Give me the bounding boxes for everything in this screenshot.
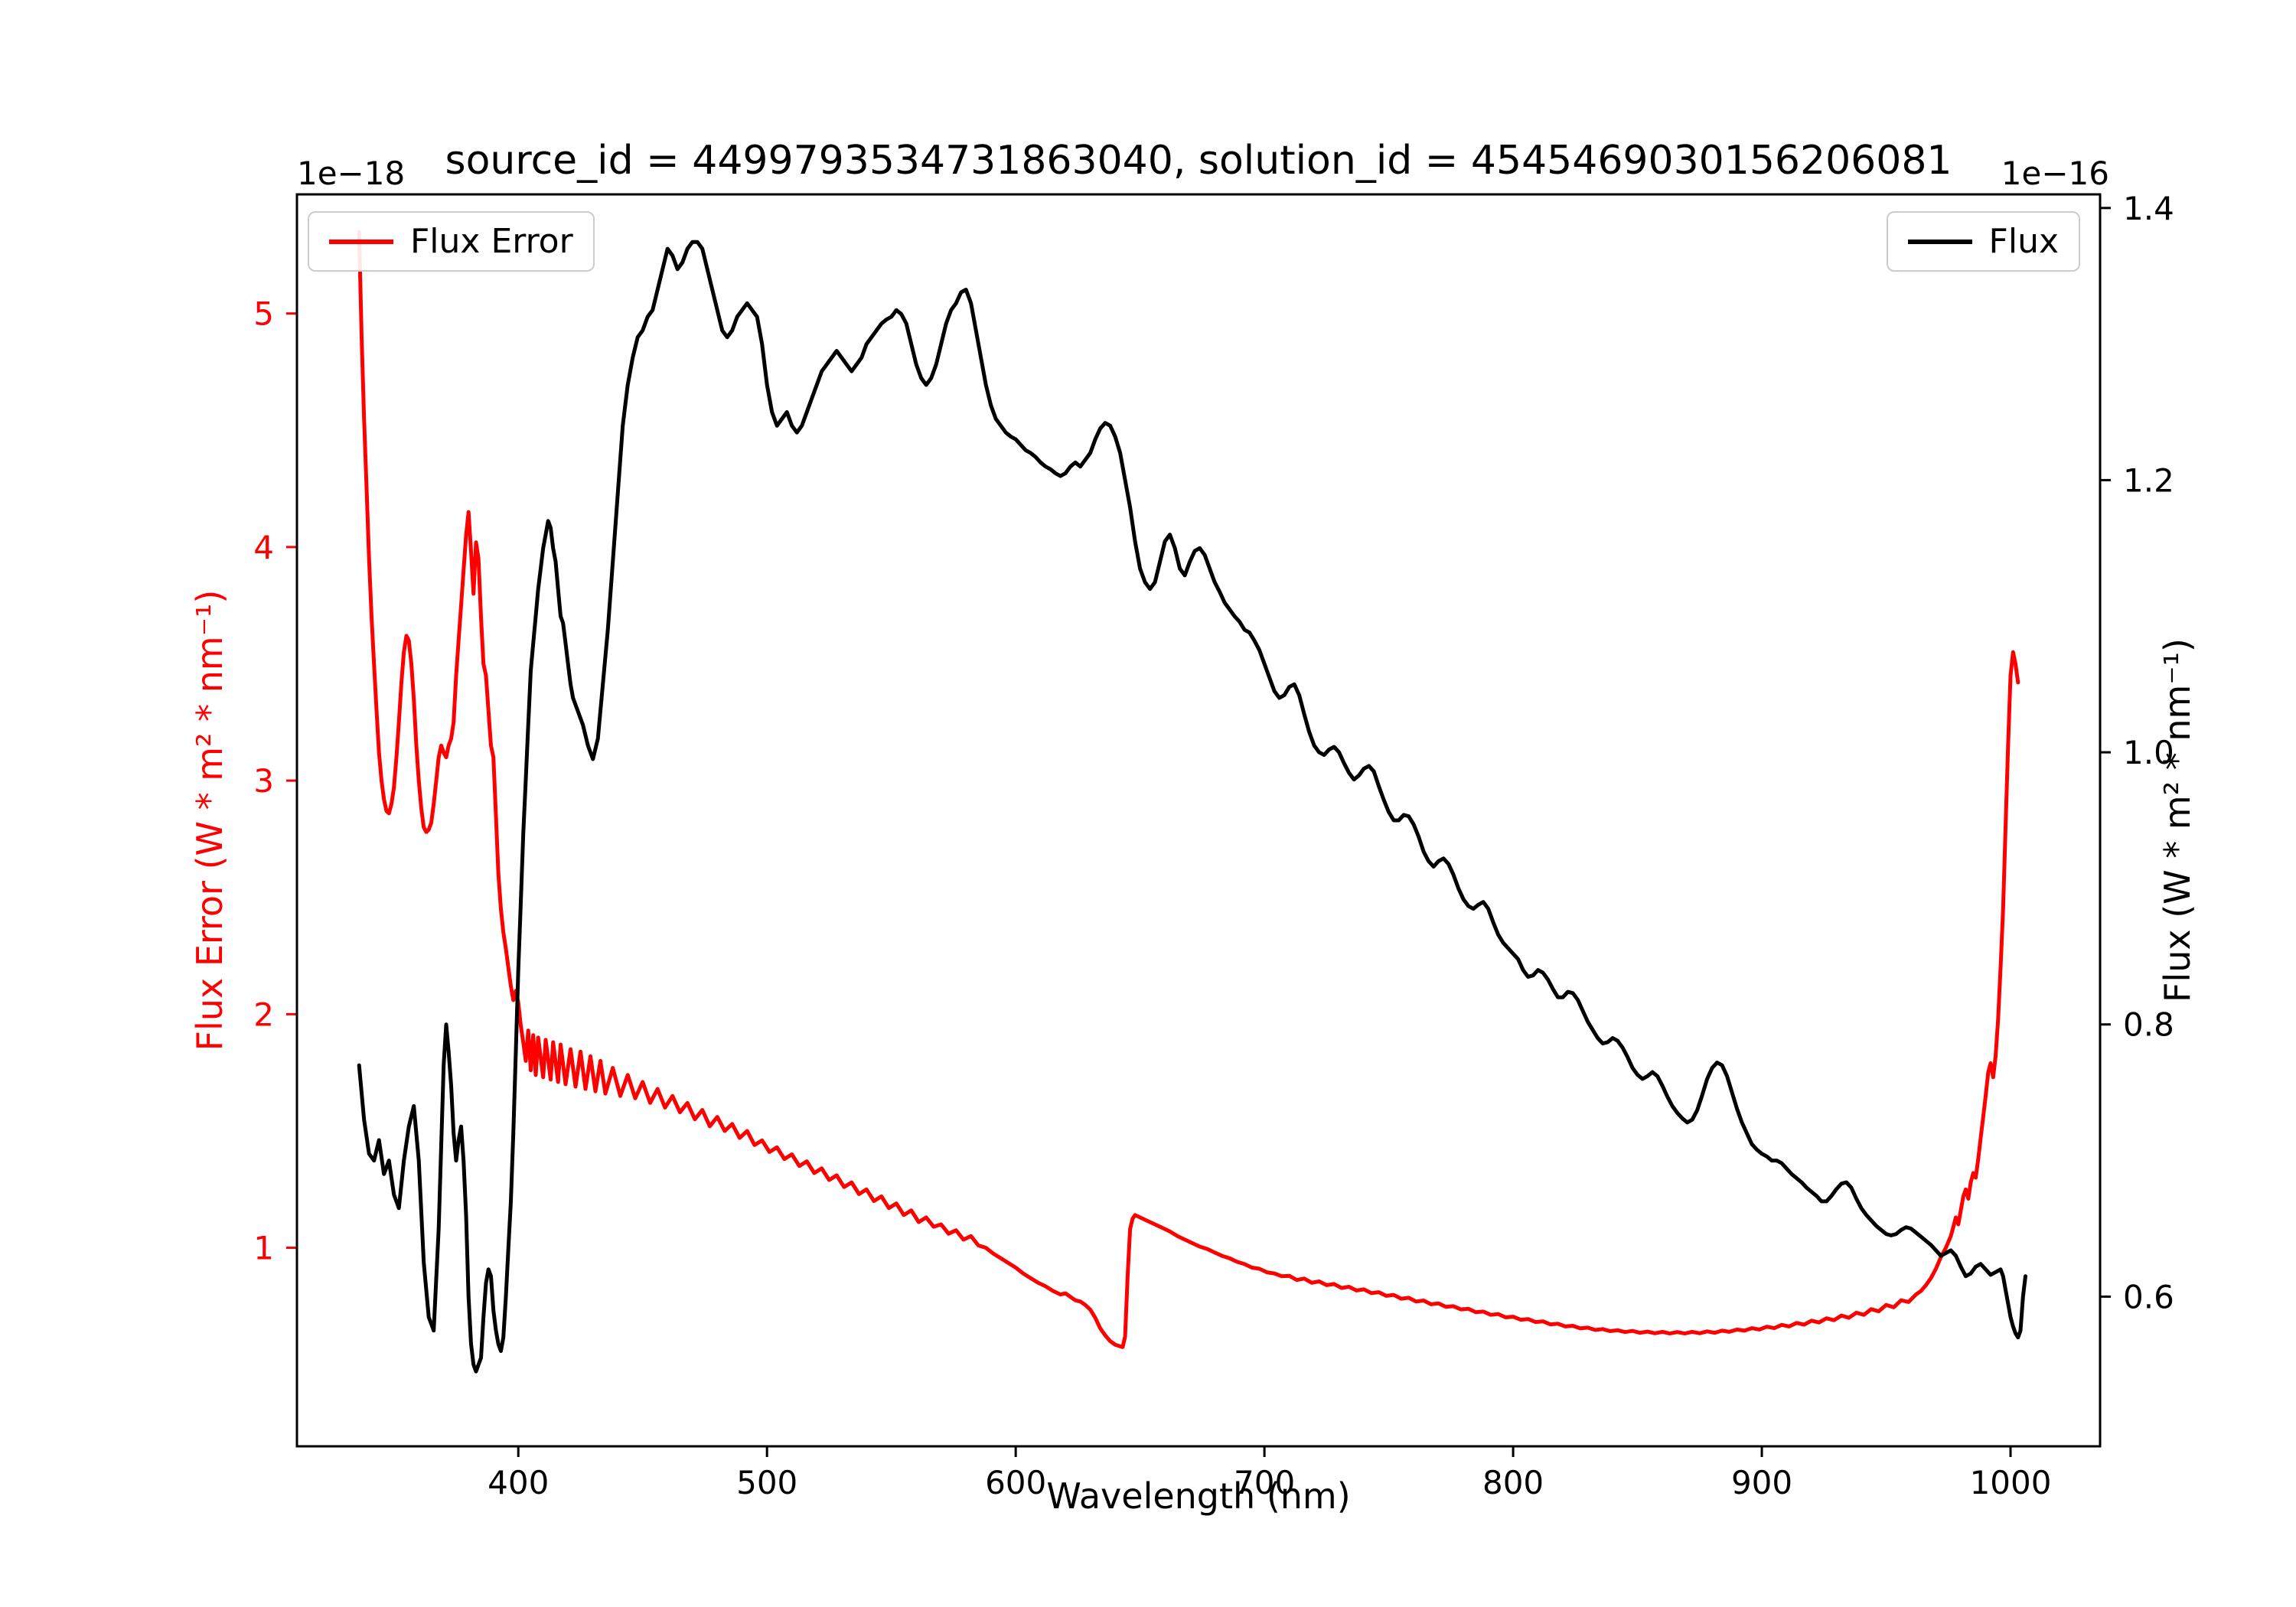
svg-text:400: 400 [488,1464,549,1501]
left-axis-offset-label: 1e−18 [297,155,406,192]
chart-title: source_id = 4499793534731863040, solutio… [445,138,1952,184]
x-axis-label: Wavelength (nm) [1046,1475,1351,1517]
legend-flux: Flux [1886,211,2080,272]
flux-error-line-swatch [329,239,393,244]
svg-text:5: 5 [253,295,274,333]
right-y-axis-label: Flux (W * m² * nm⁻¹) [2157,637,2198,1003]
svg-text:700: 700 [1234,1464,1295,1501]
svg-text:1.4: 1.4 [2123,190,2174,227]
svg-text:1.0: 1.0 [2123,734,2174,771]
svg-text:0.8: 0.8 [2123,1006,2174,1044]
svg-text:600: 600 [985,1464,1046,1501]
svg-text:0.6: 0.6 [2123,1278,2174,1315]
left-y-axis-label: Flux Error (W * m² * nm⁻¹) [189,589,230,1051]
right-axis-offset-label: 1e−16 [2001,155,2109,192]
svg-text:1000: 1000 [1970,1464,2052,1501]
legend-flux-error: Flux Error [308,211,595,272]
svg-text:3: 3 [253,762,274,800]
flux-line-swatch [1907,239,1972,244]
svg-text:4: 4 [253,529,274,566]
flux-legend-label: Flux [1988,222,2059,261]
svg-text:500: 500 [736,1464,797,1501]
svg-text:2: 2 [253,996,274,1033]
svg-text:1.2: 1.2 [2123,461,2174,499]
svg-text:800: 800 [1482,1464,1544,1501]
svg-text:1: 1 [253,1230,274,1267]
svg-text:900: 900 [1731,1464,1792,1501]
flux-error-legend-label: Flux Error [410,222,573,261]
